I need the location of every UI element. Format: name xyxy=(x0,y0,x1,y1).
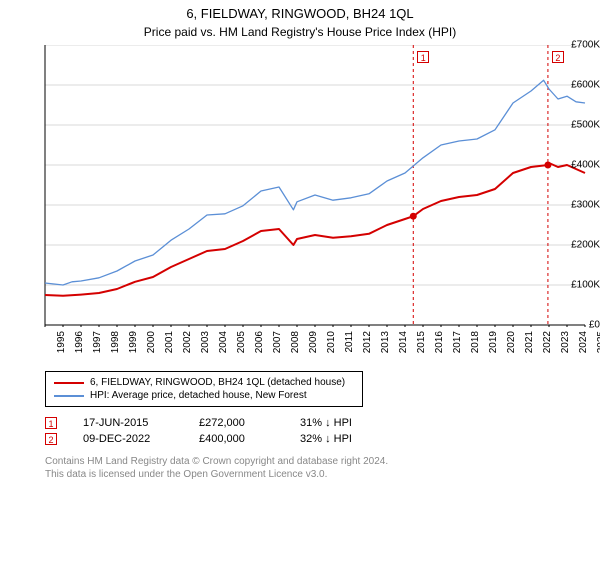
footnote-line: This data is licensed under the Open Gov… xyxy=(45,468,600,481)
record-marker: 2 xyxy=(45,433,57,445)
page-title: 6, FIELDWAY, RINGWOOD, BH24 1QL xyxy=(0,6,600,21)
x-tick-label: 2005 xyxy=(236,331,247,353)
legend-item: HPI: Average price, detached house, New … xyxy=(54,389,354,402)
record-date: 09-DEC-2022 xyxy=(83,433,173,445)
x-tick-label: 2004 xyxy=(218,331,229,353)
x-tick-label: 2024 xyxy=(578,331,589,353)
record-delta: 32% ↓ HPI xyxy=(300,433,352,445)
x-tick-label: 1996 xyxy=(74,331,85,353)
y-tick-label: £100K xyxy=(560,280,600,291)
x-tick-label: 2000 xyxy=(146,331,157,353)
x-tick-label: 1999 xyxy=(128,331,139,353)
x-tick-label: 2008 xyxy=(290,331,301,353)
legend-swatch xyxy=(54,395,84,397)
x-tick-label: 2022 xyxy=(542,331,553,353)
x-tick-label: 2017 xyxy=(452,331,463,353)
x-tick-label: 2007 xyxy=(272,331,283,353)
x-tick-label: 2006 xyxy=(254,331,265,353)
page-subtitle: Price paid vs. HM Land Registry's House … xyxy=(0,25,600,39)
x-tick-label: 2013 xyxy=(380,331,391,353)
x-tick-label: 2016 xyxy=(434,331,445,353)
legend: 6, FIELDWAY, RINGWOOD, BH24 1QL (detache… xyxy=(45,371,363,407)
x-tick-label: 2015 xyxy=(416,331,427,353)
x-tick-label: 1995 xyxy=(56,331,67,353)
x-tick-label: 2019 xyxy=(488,331,499,353)
x-tick-label: 2002 xyxy=(182,331,193,353)
x-tick-label: 2001 xyxy=(164,331,175,353)
footnote: Contains HM Land Registry data © Crown c… xyxy=(45,455,600,481)
y-tick-label: £300K xyxy=(560,200,600,211)
record-delta: 31% ↓ HPI xyxy=(300,417,352,429)
x-tick-label: 2014 xyxy=(398,331,409,353)
y-tick-label: £400K xyxy=(560,160,600,171)
sale-record-row: 2 09-DEC-2022 £400,000 32% ↓ HPI xyxy=(45,431,600,447)
record-marker: 1 xyxy=(45,417,57,429)
x-tick-label: 2003 xyxy=(200,331,211,353)
record-date: 17-JUN-2015 xyxy=(83,417,173,429)
x-tick-label: 2021 xyxy=(524,331,535,353)
x-tick-label: 2009 xyxy=(308,331,319,353)
record-price: £400,000 xyxy=(199,433,274,445)
x-tick-label: 1998 xyxy=(110,331,121,353)
sale-record-row: 1 17-JUN-2015 £272,000 31% ↓ HPI xyxy=(45,415,600,431)
x-tick-label: 2025 xyxy=(596,331,600,353)
y-tick-label: £200K xyxy=(560,240,600,251)
x-tick-label: 2010 xyxy=(326,331,337,353)
sale-marker: 1 xyxy=(417,51,429,63)
price-chart: £0£100K£200K£300K£400K£500K£600K£700K199… xyxy=(0,45,600,365)
x-tick-label: 2023 xyxy=(560,331,571,353)
y-tick-label: £600K xyxy=(560,80,600,91)
x-tick-label: 2012 xyxy=(362,331,373,353)
footnote-line: Contains HM Land Registry data © Crown c… xyxy=(45,455,600,468)
sale-records: 1 17-JUN-2015 £272,000 31% ↓ HPI 2 09-DEC-202… xyxy=(45,415,600,447)
x-tick-label: 1997 xyxy=(92,331,103,353)
y-tick-label: £700K xyxy=(560,40,600,51)
legend-swatch xyxy=(54,382,84,384)
x-tick-label: 2018 xyxy=(470,331,481,353)
y-tick-label: £500K xyxy=(560,120,600,131)
legend-label: HPI: Average price, detached house, New … xyxy=(90,390,307,401)
legend-label: 6, FIELDWAY, RINGWOOD, BH24 1QL (detache… xyxy=(90,377,345,388)
x-tick-label: 2020 xyxy=(506,331,517,353)
legend-item: 6, FIELDWAY, RINGWOOD, BH24 1QL (detache… xyxy=(54,376,354,389)
sale-marker: 2 xyxy=(552,51,564,63)
x-tick-label: 2011 xyxy=(344,331,355,353)
y-tick-label: £0 xyxy=(560,320,600,331)
record-price: £272,000 xyxy=(199,417,274,429)
